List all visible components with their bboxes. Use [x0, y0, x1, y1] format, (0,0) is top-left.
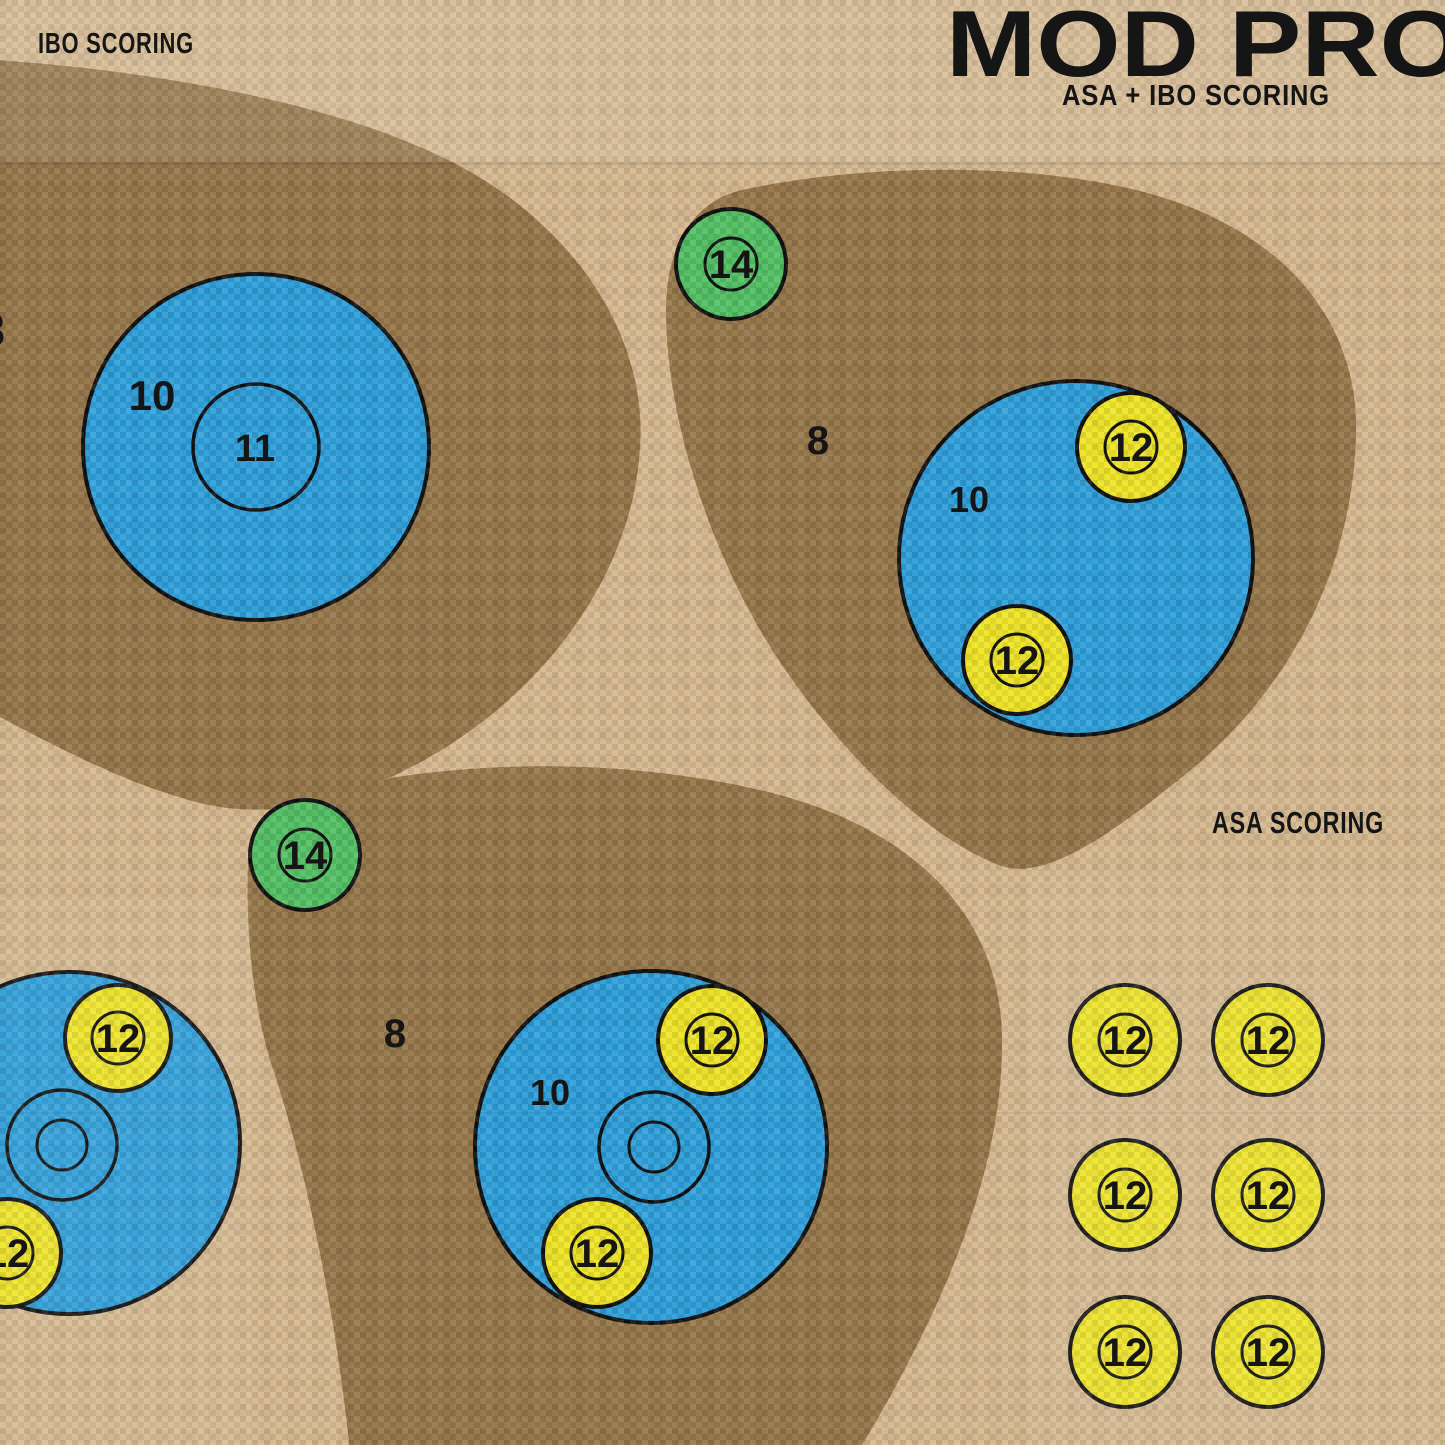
score-10-label: 10: [530, 1072, 570, 1113]
score-11-label: 11: [235, 428, 275, 470]
fabric-light-patch-left: [0, 900, 250, 1445]
score-8-label: 8: [0, 304, 5, 356]
brand-title: MOD PRO: [946, 0, 1445, 96]
score-8-label: 8: [807, 419, 829, 463]
score-12-label: 12: [1103, 1019, 1148, 1063]
score-12-label: 12: [995, 639, 1040, 683]
score-12-label: 12: [1103, 1174, 1148, 1218]
fabric-seam-line: [0, 162, 1445, 165]
score-12-label: 12: [575, 1232, 620, 1276]
fabric-seam-line: [0, 1112, 1445, 1114]
score-10-label: 10: [129, 372, 176, 419]
score-14-label: 14: [709, 243, 754, 287]
score-12-label: 12: [96, 1017, 141, 1061]
score-12-label: 12: [1246, 1174, 1291, 1218]
brand-subtitle: ASA + IBO SCORING: [1062, 80, 1330, 112]
score-10-label: 10: [949, 479, 989, 520]
score-12-label: 12: [0, 1232, 29, 1276]
fabric-light-band-top: [0, 0, 1445, 162]
score-12-label: 12: [690, 1019, 735, 1063]
score-12-label: 12: [1246, 1331, 1291, 1375]
score-14-label: 14: [283, 834, 328, 878]
score-12-label: 12: [1246, 1019, 1291, 1063]
score-12-label: 12: [1109, 426, 1154, 470]
fabric-light-patch-right: [1030, 880, 1445, 1445]
ibo-scoring-label: IBO SCORING: [38, 28, 194, 60]
asa-scoring-label: ASA SCORING: [1212, 805, 1384, 840]
score-8-label: 8: [384, 1012, 406, 1056]
score-12-label: 12: [1103, 1331, 1148, 1375]
